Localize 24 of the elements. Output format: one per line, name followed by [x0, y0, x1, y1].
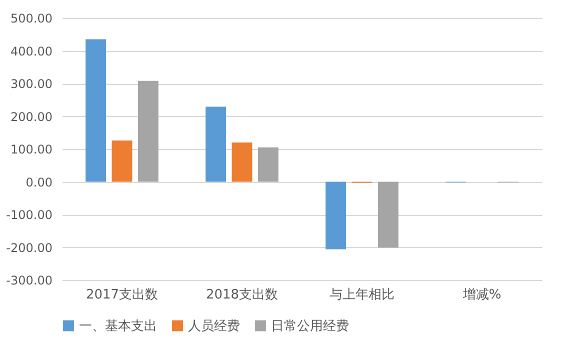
- y-tick-label: 300.00: [10, 77, 52, 91]
- x-tick-label: 2017支出数: [86, 288, 158, 302]
- bar: [258, 147, 278, 182]
- y-tick-label: 400.00: [10, 44, 52, 58]
- bar: [378, 182, 398, 248]
- x-tick-label: 增减%: [462, 288, 502, 302]
- y-tick-label: 0.00: [26, 175, 52, 190]
- x-tick-label: 与上年相比: [330, 288, 394, 302]
- bar: [86, 39, 106, 182]
- bar: [112, 140, 132, 182]
- bar: [232, 142, 252, 182]
- y-tick-label: 100.00: [10, 142, 52, 156]
- bar: [138, 80, 158, 182]
- legend-label: 一、基本支出: [79, 318, 157, 334]
- bar: [326, 182, 346, 250]
- legend-label: 日常公用经费: [271, 318, 349, 334]
- y-tick-label: -100.00: [6, 208, 52, 222]
- y-tick-label: -200.00: [6, 240, 52, 255]
- x-tick-label: 2018支出数: [206, 288, 278, 302]
- y-tick-label: 500.00: [10, 12, 52, 26]
- legend-label: 人员经费: [188, 318, 240, 334]
- y-tick-label: 200.00: [10, 110, 52, 124]
- bar: [206, 106, 226, 182]
- y-tick-label: -300.00: [6, 274, 52, 288]
